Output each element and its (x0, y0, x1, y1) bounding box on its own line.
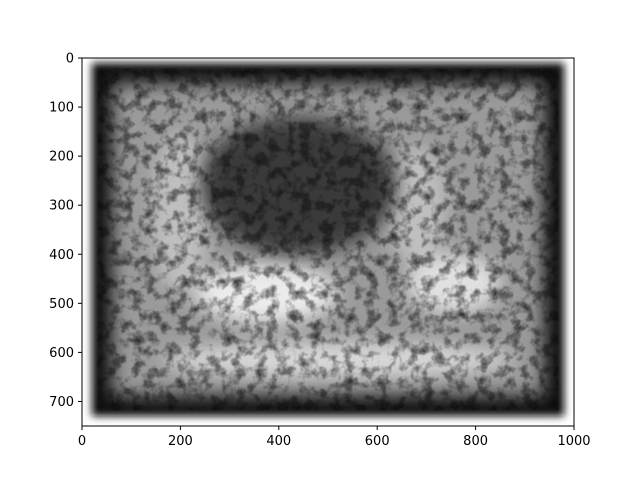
x-tick-label: 600 (365, 434, 390, 449)
y-axis: 0 100 200 300 400 500 600 700 (49, 52, 82, 410)
y-tick-label: 300 (49, 199, 74, 214)
x-tick-label: 0 (78, 434, 86, 449)
noise-texture (97, 68, 559, 411)
x-tick-label: 200 (168, 434, 193, 449)
y-tick-label: 200 (49, 150, 74, 165)
axes-frame (81, 57, 575, 427)
x-axis: 0 200 400 600 800 1000 (78, 426, 591, 449)
x-tick-label: 800 (463, 434, 488, 449)
x-tick-label: 1000 (557, 434, 590, 449)
y-tick-label: 0 (66, 52, 74, 67)
y-tick-label: 700 (49, 395, 74, 410)
y-tick-label: 600 (49, 346, 74, 361)
y-tick-label: 400 (49, 248, 74, 263)
y-tick-label: 100 (49, 101, 74, 116)
heatmap-image (82, 58, 574, 426)
x-tick-label: 400 (266, 434, 291, 449)
y-tick-label: 500 (49, 297, 74, 312)
